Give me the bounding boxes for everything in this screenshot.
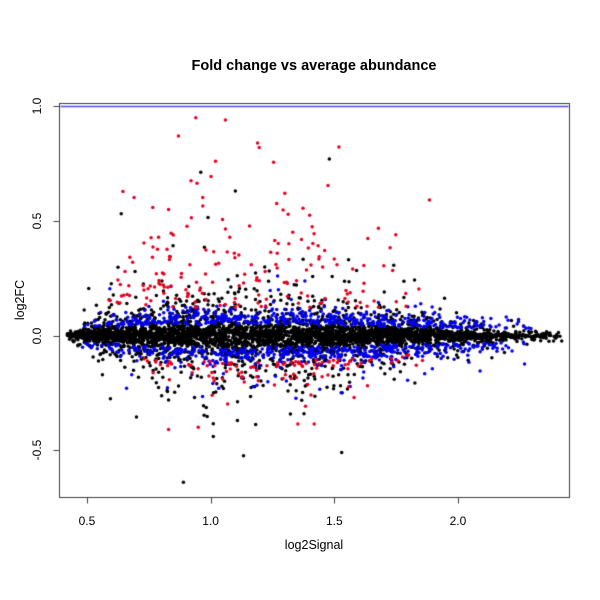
y-axis-title: log2FC [13, 279, 27, 321]
x-tick-label: 0.5 [78, 514, 96, 528]
y-tick-label: 0.5 [30, 212, 44, 230]
y-tick-label: -0.5 [30, 439, 44, 461]
x-tick-label: 2.0 [449, 514, 467, 528]
x-axis-title: log2Signal [284, 538, 344, 552]
y-tick-label: 0.0 [30, 327, 44, 344]
y-tick-label: 1.0 [30, 97, 44, 115]
x-tick-label: 1.5 [325, 514, 343, 528]
chart-title: Fold change vs average abundance [191, 58, 437, 74]
x-tick-label: 1.0 [202, 514, 219, 528]
